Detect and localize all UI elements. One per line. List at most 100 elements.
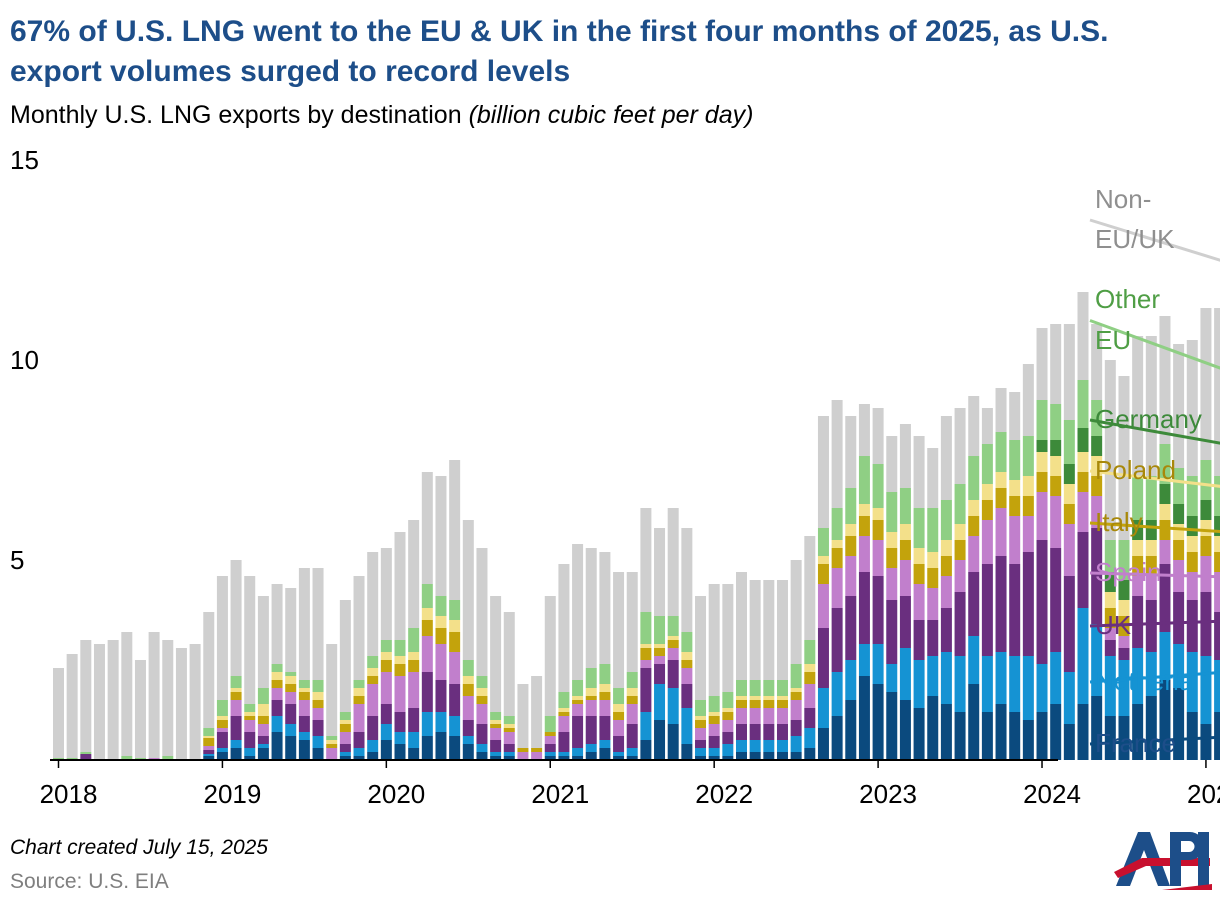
bar-segment-spain bbox=[899, 560, 911, 596]
bar-stack-81 bbox=[1159, 316, 1171, 760]
bar-segment-uk bbox=[339, 744, 351, 752]
bar-segment-italy bbox=[749, 700, 761, 708]
bar-segment-non-eu-uk bbox=[708, 584, 720, 696]
bar-segment-netherlands bbox=[749, 740, 761, 752]
bar-segment-poland bbox=[572, 696, 584, 700]
bar-segment-spain bbox=[790, 700, 802, 720]
bar-segment-poland bbox=[858, 504, 870, 516]
bar-segment-spain bbox=[1104, 628, 1116, 640]
bar-segment-uk bbox=[1009, 564, 1021, 656]
leader-line-non-eu-uk bbox=[1089, 218, 1220, 262]
bar-segment-france bbox=[203, 756, 215, 760]
bar-segment-netherlands bbox=[1009, 656, 1021, 712]
bar-segment-uk bbox=[380, 704, 392, 724]
bar-segment-italy bbox=[872, 520, 884, 540]
y-tick-15: 15 bbox=[10, 145, 39, 175]
bar-segment-france bbox=[858, 676, 870, 760]
bar-segment-france bbox=[626, 756, 638, 760]
bar-segment-other-eu bbox=[421, 584, 433, 608]
leader-line-netherlands bbox=[1089, 670, 1220, 684]
bar-segment-italy bbox=[1050, 476, 1062, 496]
bar-segment-uk bbox=[462, 720, 474, 736]
bar-segment-non-eu-uk bbox=[80, 640, 92, 752]
bar-segment-uk bbox=[367, 716, 379, 740]
bar-segment-other-eu bbox=[681, 632, 693, 652]
chart-subtitle: Monthly U.S. LNG exports by destination … bbox=[10, 98, 753, 132]
bar-segment-poland bbox=[927, 552, 939, 568]
bar-segment-poland bbox=[503, 724, 515, 728]
bar-segment-spain bbox=[462, 696, 474, 720]
bar-segment-netherlands bbox=[1036, 664, 1048, 712]
bar-segment-non-eu-uk bbox=[93, 644, 105, 760]
bar-stack-14 bbox=[244, 576, 256, 760]
bar-segment-poland bbox=[585, 688, 597, 696]
bar-segment-other-eu bbox=[749, 680, 761, 696]
bar-segment-spain bbox=[408, 672, 420, 708]
bar-segment-uk bbox=[490, 740, 502, 752]
bar-segment-spain bbox=[1145, 576, 1157, 600]
bar-segment-netherlands bbox=[408, 732, 420, 748]
bar-segment-italy bbox=[613, 712, 625, 720]
bar-segment-france bbox=[913, 708, 925, 760]
bar-segment-uk bbox=[312, 720, 324, 736]
bar-segment-non-eu-uk bbox=[995, 388, 1007, 432]
bar-segment-other-eu bbox=[449, 600, 461, 620]
bar-segment-poland bbox=[1159, 504, 1171, 520]
bar-segment-uk bbox=[640, 668, 652, 712]
bar-segment-italy bbox=[968, 516, 980, 536]
bar-segment-spain bbox=[203, 746, 215, 750]
bar-segment-other-eu bbox=[435, 596, 447, 616]
bar-segment-netherlands bbox=[1077, 608, 1089, 704]
bar-segment-other-eu bbox=[954, 484, 966, 524]
bar-segment-spain bbox=[585, 700, 597, 716]
bar-segment-spain bbox=[285, 692, 297, 704]
bar-segment-germany bbox=[1063, 464, 1075, 484]
bar-segment-non-eu-uk bbox=[654, 528, 666, 616]
bar-segment-uk bbox=[230, 716, 242, 740]
bar-segment-other-eu bbox=[271, 664, 283, 672]
bar-segment-poland bbox=[736, 696, 747, 700]
bar-segment-spain bbox=[954, 560, 966, 592]
bar-segment-italy bbox=[462, 684, 474, 696]
bar-segment-spain bbox=[1022, 516, 1034, 552]
bar-segment-uk bbox=[353, 732, 365, 748]
bar-segment-france bbox=[681, 744, 693, 760]
bar-segment-poland bbox=[1091, 456, 1103, 476]
bar-segment-other-eu bbox=[817, 528, 829, 556]
bar-segment-other-eu bbox=[872, 464, 884, 508]
x-tick-2025: 2025 bbox=[1187, 779, 1220, 809]
bar-segment-italy bbox=[203, 738, 215, 746]
series-label-italy: Italy bbox=[1095, 507, 1143, 537]
bar-segment-france bbox=[476, 752, 488, 760]
bar-segment-italy bbox=[230, 692, 242, 700]
bar-segment-other-eu bbox=[367, 656, 379, 668]
bar-segment-uk bbox=[298, 716, 310, 732]
bar-segment-france bbox=[763, 752, 775, 760]
bar-segment-uk bbox=[203, 750, 215, 754]
bar-segment-non-eu-uk bbox=[886, 436, 898, 492]
bar-stack-75 bbox=[1077, 292, 1089, 760]
series-label-non-eu-uk: Non- bbox=[1095, 184, 1151, 214]
bar-segment-other-eu bbox=[626, 672, 638, 688]
bar-segment-italy bbox=[1145, 556, 1157, 576]
bar-segment-netherlands bbox=[298, 732, 310, 740]
bar-segment-netherlands bbox=[544, 752, 556, 756]
bar-segment-spain bbox=[1132, 576, 1144, 596]
bar-segment-poland bbox=[421, 608, 433, 620]
bar-segment-netherlands bbox=[886, 664, 898, 692]
bar-segment-other-eu bbox=[558, 692, 570, 708]
bar-segment-spain bbox=[981, 520, 993, 564]
bar-segment-uk bbox=[654, 664, 666, 684]
bar-segment-netherlands bbox=[421, 712, 433, 736]
bar-segment-poland bbox=[1145, 540, 1157, 556]
bar-segment-poland bbox=[708, 712, 720, 716]
bar-stack-64 bbox=[927, 448, 939, 760]
bar-segment-non-eu-uk bbox=[203, 612, 215, 728]
bar-segment-other-eu bbox=[380, 640, 392, 652]
bar-segment-france bbox=[1159, 680, 1171, 760]
bar-segment-non-eu-uk bbox=[763, 580, 775, 680]
bar-segment-france bbox=[257, 748, 269, 760]
bar-segment-france bbox=[285, 736, 297, 760]
bar-segment-spain bbox=[858, 536, 870, 572]
bar-segment-uk bbox=[421, 672, 433, 712]
